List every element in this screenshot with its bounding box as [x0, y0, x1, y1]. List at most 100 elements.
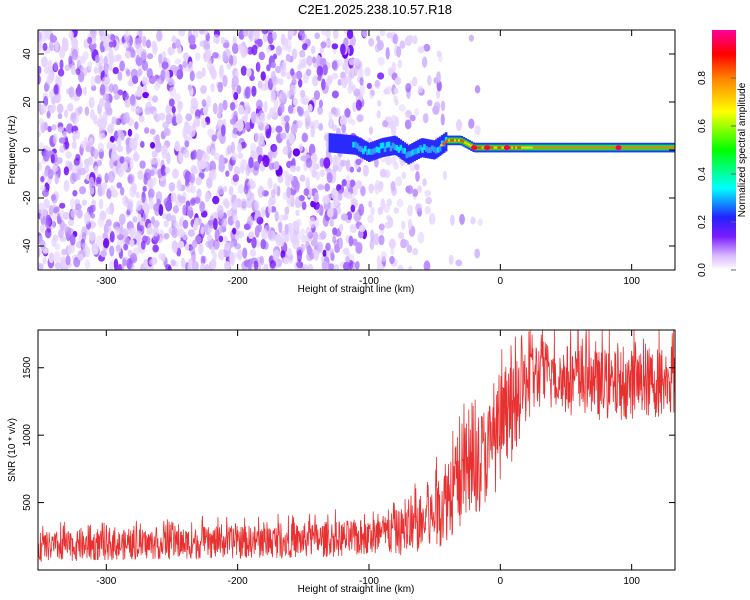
spectrogram-noise-blob [134, 132, 140, 141]
spectrogram-noise-blob [119, 186, 125, 196]
spectrogram-noise-blob [62, 131, 68, 139]
carrier-core-segment [595, 146, 599, 149]
spectrogram-noise-blob [305, 120, 310, 130]
spectrogram-noise-blob [220, 124, 226, 137]
spectrogram-noise-blob [255, 99, 263, 110]
spectrogram-noise-blob [40, 217, 47, 225]
spectrogram-noise-blob [309, 252, 315, 260]
spectrogram-noise-blob [122, 258, 127, 267]
spectrogram-noise-blob [267, 230, 273, 241]
spectrogram-noise-blob [455, 119, 463, 131]
spectrogram-noise-blob [336, 59, 343, 67]
carrier-band-segment [369, 149, 373, 155]
spectrogram-noise-blob [353, 212, 361, 221]
carrier-core-segment [538, 146, 542, 149]
spectrogram-noise-blob [421, 56, 428, 68]
spectrogram-noise-blob [43, 121, 48, 131]
carrier-band-segment [423, 144, 426, 150]
spectrogram-noise-blob [205, 240, 213, 248]
spectrogram-noise-blob [261, 228, 268, 240]
spectrogram-noise-blob [436, 71, 441, 84]
carrier-band-segment [360, 146, 363, 153]
spectrogram-noise-blob [382, 119, 389, 128]
spectrogram-noise-blob [178, 218, 183, 228]
spectrogram-noise-blob [352, 101, 357, 113]
spectrogram-noise-blob [93, 67, 100, 74]
spectrogram-noise-blob [90, 219, 95, 230]
spectrogram-noise-blob [70, 209, 77, 219]
spectrogram-noise-blob [185, 113, 193, 122]
spectrogram-noise-blob [217, 209, 224, 220]
spectrogram-noise-blob [97, 186, 103, 197]
carrier-core-segment [591, 146, 595, 149]
spectrogram-noise-blob [332, 163, 338, 173]
spectrogram-noise-blob [182, 60, 188, 68]
spectrogram-noise-blob [146, 67, 153, 79]
carrier-core-segment [662, 146, 666, 149]
spectrogram-noise-blob [366, 82, 372, 90]
spectrogram-noise-blob [219, 64, 224, 77]
spectrogram-noise-blob [174, 140, 181, 152]
carrier-core-segment [609, 146, 613, 149]
spectrogram-noise-blob [231, 75, 239, 87]
spectrogram-noise-blob [412, 247, 419, 256]
spectrogram-noise-blob [256, 216, 264, 225]
spectrogram-noise-blob [223, 241, 231, 252]
spectrogram-noise-blob [249, 248, 257, 257]
spectrogram-noise-blob [392, 33, 399, 45]
spectrogram-noise-blob [151, 150, 158, 158]
carrier-core-segment [574, 146, 577, 149]
spectrogram-noise-blob [218, 102, 224, 114]
snr-y-ticks: 500 1000 1500 [22, 356, 675, 511]
spectrogram-noise-blob [38, 263, 44, 270]
spectrogram-noise-blob [206, 177, 213, 189]
spectrogram-noise-blob [385, 116, 392, 123]
spectrogram-noise-blob [137, 170, 144, 180]
spectrogram-noise-blob [145, 39, 151, 49]
spectrogram-noise-blob [277, 78, 284, 85]
carrier-band-segment [352, 141, 355, 148]
spectrogram-noise-blob [163, 232, 170, 239]
spectrogram-noise-blob [52, 165, 59, 173]
spectrogram-noise-blob [438, 54, 443, 63]
spectrogram-noise-blob [62, 37, 69, 47]
spectrogram-noise-blob [340, 77, 348, 85]
spectrogram-noise-blob [63, 109, 69, 118]
spectrogram-noise-blob [435, 89, 441, 100]
spectrogram-noise-blob [295, 165, 301, 172]
spectrogram-noise-blob [331, 187, 338, 201]
snr-x-tick-label: -200 [228, 576, 248, 587]
spectrogram-x-label: Height of straight line (km) [298, 284, 415, 295]
spectrogram-noise-blob [280, 65, 287, 75]
spectrogram-noise-blob [151, 95, 159, 103]
carrier-core-segment [548, 146, 552, 149]
carrier-core-segment [481, 146, 485, 149]
spectrogram-noise-blob [90, 109, 95, 120]
spectrogram-noise-blob [72, 190, 78, 197]
spectrogram-noise-blob [127, 227, 133, 235]
spectrogram-noise-blob [129, 238, 135, 247]
spectrogram-noise-blob [125, 143, 130, 156]
spectrogram-noise-blob [301, 132, 309, 143]
spectrogram-noise-blob [78, 106, 83, 114]
spectrogram-noise-blob [67, 244, 72, 255]
spectrogram-noise-blob [201, 99, 207, 107]
spectrogram-noise-blob [203, 154, 210, 162]
spectrogram-noise-blob [44, 228, 52, 239]
spectrogram-noise-blob [243, 102, 250, 109]
spectrogram-noise-blob [301, 43, 308, 51]
carrier-core-segment [623, 146, 627, 149]
spectrogram-noise-blob [48, 205, 54, 216]
carrier-core-segment [477, 146, 481, 149]
spectrogram-noise-blob [61, 248, 67, 256]
spectrogram-noise-blob [109, 231, 115, 243]
carrier-core-segment [499, 146, 502, 149]
spectrogram-noise-blob [322, 63, 328, 76]
spectrogram-noise-blob [377, 56, 385, 66]
spectrogram-noise-blob [236, 84, 242, 94]
spectrogram-noise-blob [94, 54, 100, 64]
spectrogram-noise-blob [427, 99, 433, 107]
spectrogram-y-ticks: -40 -20 0 20 40 [22, 48, 675, 253]
spectrogram-noise-blob [243, 184, 249, 195]
spectrogram-noise-blob [90, 212, 96, 219]
